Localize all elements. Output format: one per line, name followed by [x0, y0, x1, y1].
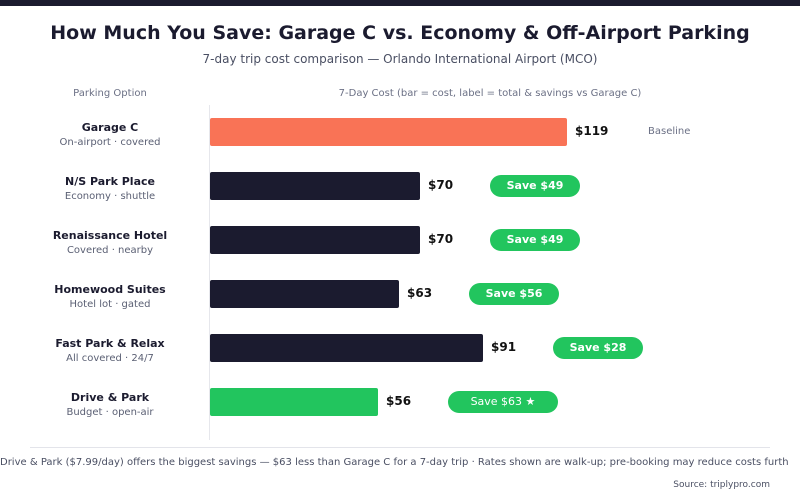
value-label: $70: [428, 178, 454, 192]
savings-badge: Save $28: [553, 337, 643, 359]
row-label: N/S Park Place: [65, 175, 155, 188]
footer-divider: [30, 447, 770, 448]
bar: [210, 226, 420, 254]
value-label: $70: [428, 232, 454, 246]
bar: [210, 118, 567, 146]
row-label: Homewood Suites: [54, 283, 166, 296]
value-label: $91: [491, 340, 517, 354]
column-header-option: Parking Option: [73, 88, 147, 99]
chart-title: How Much You Save: Garage C vs. Economy …: [50, 22, 750, 44]
row-sublabel: Budget · open-air: [66, 407, 154, 418]
axis-line: [209, 105, 210, 440]
baseline-label: Baseline: [648, 126, 691, 137]
row-sublabel: Hotel lot · gated: [69, 299, 151, 310]
chart-subtitle: 7-day trip cost comparison — Orlando Int…: [202, 52, 598, 66]
value-label: $119: [575, 124, 609, 138]
row-label: Fast Park & Relax: [55, 337, 165, 350]
bar: [210, 334, 483, 362]
bar: [210, 388, 378, 416]
bar: [210, 172, 420, 200]
value-label: $56: [386, 394, 412, 408]
savings-badge: Save $49: [490, 229, 580, 251]
bar: [210, 280, 399, 308]
top-accent-bar: [0, 0, 800, 6]
row-label: Renaissance Hotel: [52, 229, 168, 242]
row-sublabel: On-airport · covered: [59, 137, 161, 148]
source-credit: Source: triplypro.com: [673, 480, 770, 490]
savings-badge: Save $63 ★: [448, 391, 558, 413]
savings-badge: Save $49: [490, 175, 580, 197]
row-sublabel: Economy · shuttle: [64, 191, 156, 202]
row-label: Garage C: [81, 121, 139, 134]
row-label: Drive & Park: [70, 391, 150, 404]
row-sublabel: All covered · 24/7: [66, 353, 154, 364]
value-label: $63: [407, 286, 433, 300]
savings-badge: Save $56: [469, 283, 559, 305]
column-header-cost: 7-Day Cost (bar = cost, label = total & …: [338, 88, 642, 99]
footnote: Drive & Park ($7.99/day) offers the bigg…: [0, 457, 789, 468]
row-sublabel: Covered · nearby: [66, 245, 154, 256]
